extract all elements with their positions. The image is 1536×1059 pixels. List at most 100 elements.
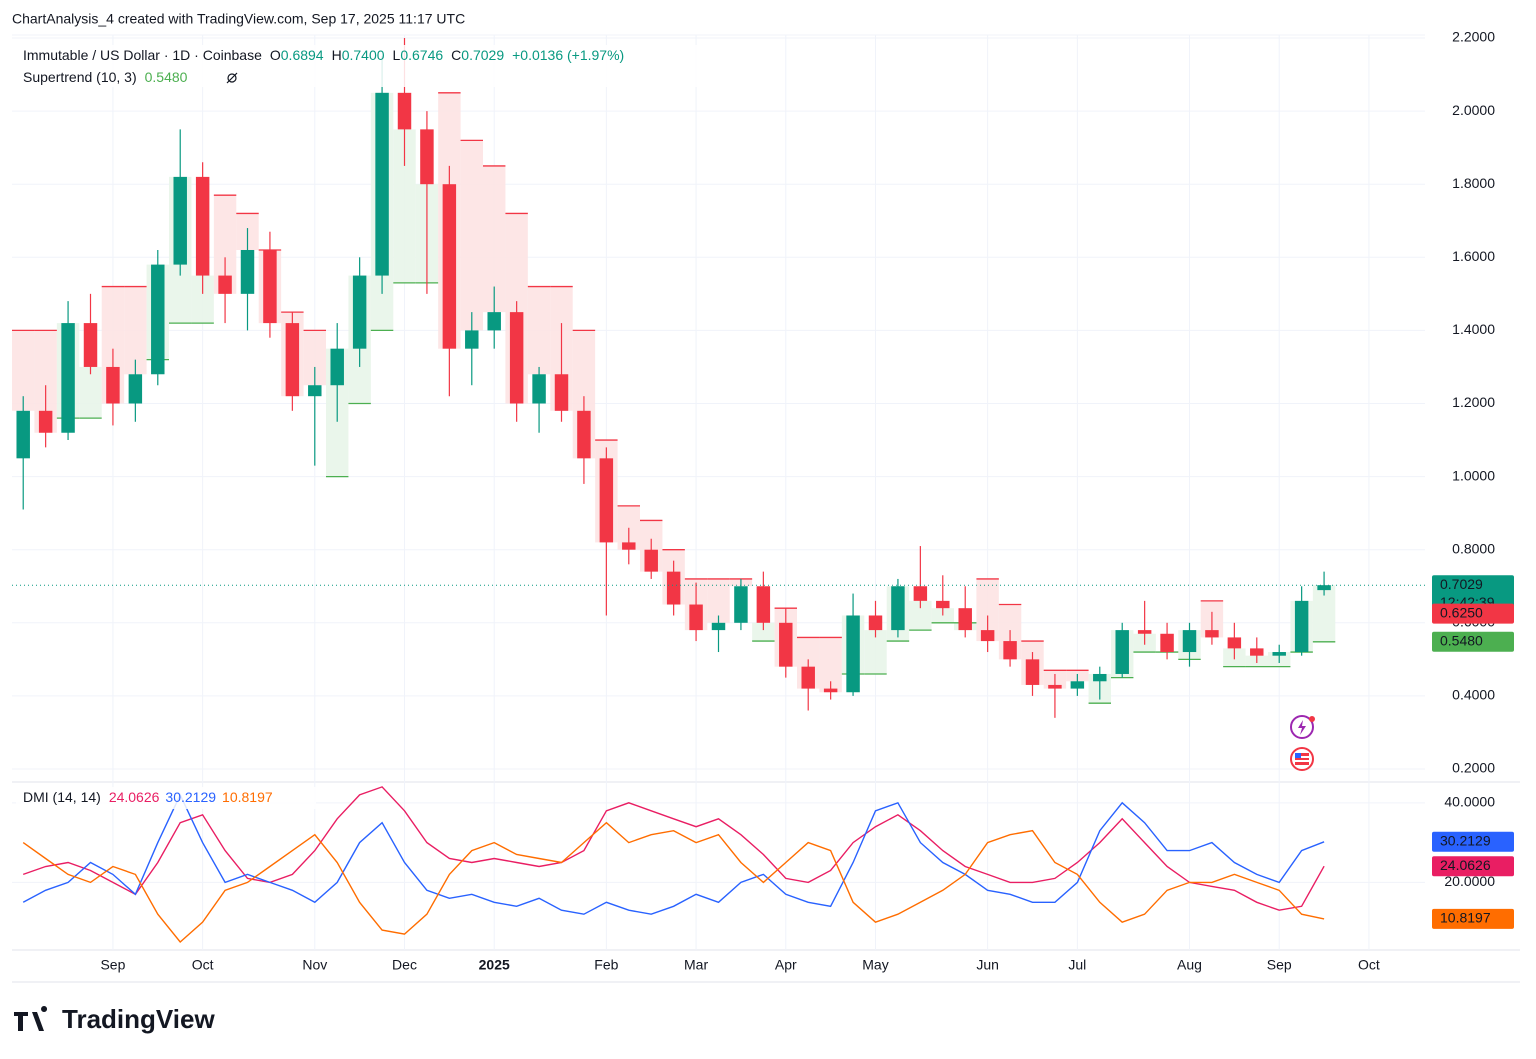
candle-body — [352, 275, 367, 349]
ohlc-key: H — [332, 47, 342, 63]
flag-icon[interactable] — [1290, 747, 1314, 771]
candle-body — [1182, 630, 1197, 653]
ohlc-key: C — [451, 47, 461, 63]
hide-icon[interactable] — [226, 72, 238, 84]
candle-body — [509, 312, 524, 404]
y-tick-label: 0.4000 — [1452, 687, 1495, 703]
candle-body — [61, 323, 75, 433]
trend-fill — [527, 286, 551, 375]
trend-fill — [34, 330, 57, 433]
candle-body — [83, 323, 98, 367]
candle-body — [308, 385, 322, 397]
candle-body — [195, 176, 210, 276]
y-tick-label: 2.2000 — [1452, 29, 1495, 45]
candle-body — [846, 615, 860, 693]
value-tag — [1432, 831, 1514, 852]
candle-body — [330, 348, 344, 386]
candle-body — [577, 410, 591, 459]
candle-body — [1205, 630, 1219, 638]
candle-body — [38, 410, 53, 433]
y-tick-label: 40.0000 — [1444, 794, 1495, 810]
dmi-line — [22, 793, 1325, 915]
candle-body — [397, 92, 412, 130]
byline: ChartAnalysis_4 created with TradingView… — [12, 11, 465, 27]
trend-fill — [1312, 585, 1336, 642]
value-tag-label: 30.2129 — [1440, 832, 1491, 848]
candle-body — [958, 608, 972, 631]
x-tick-label: Apr — [775, 957, 797, 973]
candle-body — [644, 549, 658, 572]
trend-fill — [752, 622, 775, 642]
ohlc-key: O — [270, 47, 281, 63]
candle-body — [1160, 633, 1174, 653]
candle-body — [779, 622, 793, 667]
x-tick-label: Aug — [1177, 957, 1202, 973]
price-tag-label: 0.7029 — [1440, 576, 1483, 592]
dmi-value: 10.8197 — [222, 789, 273, 805]
x-tick-label: Mar — [684, 957, 708, 973]
value-tag-label: 24.0626 — [1440, 857, 1491, 873]
candle-body — [128, 374, 143, 404]
trend-fill — [483, 165, 506, 313]
trend-fill — [460, 140, 483, 331]
candle-body — [1093, 673, 1107, 682]
candle-body — [756, 586, 771, 623]
candle-body — [666, 571, 681, 605]
trend-fill — [864, 630, 887, 674]
price-tag — [1432, 603, 1514, 624]
y-tick-label: 1.6000 — [1452, 248, 1495, 264]
candle-body — [532, 374, 546, 404]
trend-fill — [909, 600, 932, 631]
price-tag — [1432, 631, 1514, 652]
supertrend-title: Supertrend (10, 3) — [23, 69, 137, 85]
plot — [12, 38, 1425, 944]
candle-body — [599, 458, 614, 543]
trend-fill — [393, 129, 416, 283]
y-tick-label: 2.0000 — [1452, 102, 1495, 118]
legend-bg — [16, 45, 726, 87]
dmi-title: DMI (14, 14) — [23, 789, 101, 805]
y-tick-label: 1.0000 — [1452, 467, 1495, 483]
dmi-legend: DMI (14, 14) 24.0626 30.2129 10.8197 — [23, 789, 273, 805]
candle-body — [263, 249, 277, 324]
candle-body — [1272, 652, 1286, 656]
candle-body — [734, 586, 748, 623]
y-tick-label: 1.2000 — [1452, 394, 1495, 410]
candle-body — [1115, 630, 1129, 674]
trend-fill — [819, 637, 842, 693]
ohlc-value: 0.6746 — [400, 47, 443, 63]
value-tag-label: 10.8197 — [1440, 910, 1491, 926]
candle-body — [1003, 641, 1017, 660]
candle-body — [173, 176, 187, 265]
trend-fill — [213, 195, 237, 294]
x-tick-label: Nov — [302, 957, 327, 973]
candle-body — [913, 586, 928, 601]
candle-body — [151, 264, 165, 375]
event-icon[interactable] — [1290, 715, 1315, 739]
candle-body — [285, 323, 300, 397]
y-tick-label: 1.8000 — [1452, 175, 1495, 191]
x-tick-label: Oct — [192, 957, 214, 973]
candle-body — [1227, 637, 1242, 649]
x-tick-label: May — [862, 957, 888, 973]
candle-body — [622, 542, 636, 550]
value-tag — [1432, 908, 1514, 929]
candle-body — [689, 604, 703, 631]
candle-body — [936, 600, 950, 609]
candle-body — [1048, 684, 1062, 689]
ohlc-value: 0.7400 — [342, 47, 385, 63]
y-tick-label: 20.0000 — [1444, 873, 1495, 889]
trend-fill — [12, 330, 35, 411]
candle-body — [375, 92, 389, 276]
legend-main: Immutable / US Dollar · 1D · Coinbase O0.… — [23, 47, 624, 63]
x-tick-label: Dec — [392, 957, 417, 973]
candle-body — [218, 275, 232, 294]
supertrend-legend: Supertrend (10, 3) 0.5480 — [23, 69, 188, 85]
y-tick-label: 0.2000 — [1452, 760, 1495, 776]
trend-fill — [191, 275, 214, 324]
candle-body — [1025, 659, 1040, 685]
candle-body — [1137, 630, 1152, 634]
x-tick-label: Jun — [976, 957, 999, 973]
candle-body — [487, 312, 501, 331]
